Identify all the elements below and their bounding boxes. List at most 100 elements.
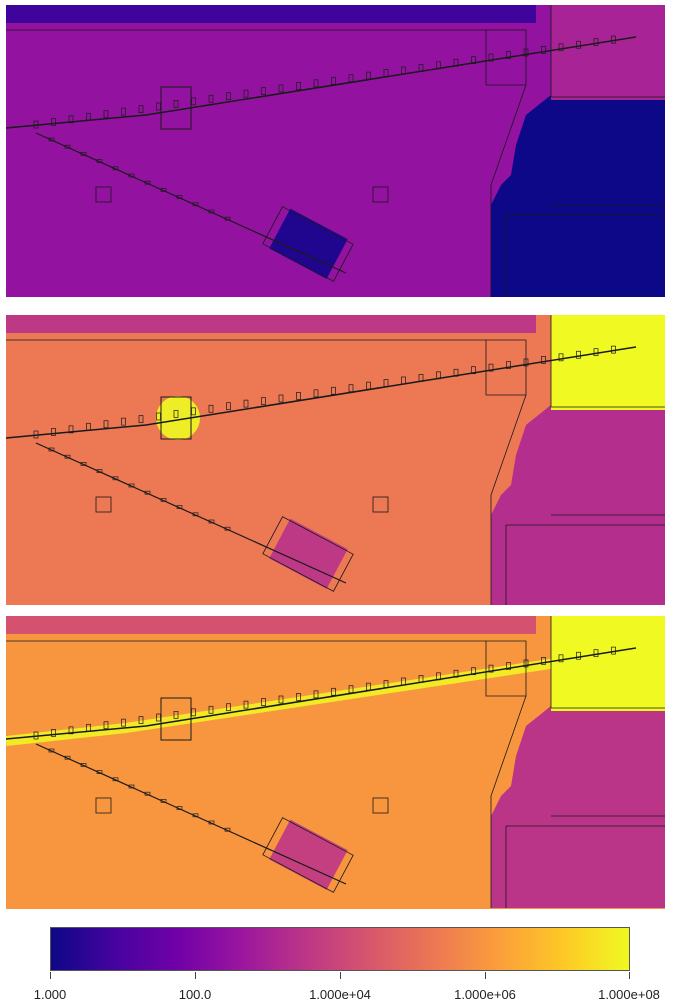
beamline-component [64,755,71,760]
beamline-component [224,827,231,832]
beamline-component [112,476,119,481]
geometry-marker [95,797,112,814]
colorbar-tick-label: 1.000 [33,987,67,1002]
beamline-component [51,729,56,737]
beamline-lower [35,743,347,885]
beamline-component [121,107,126,116]
heatmap-beam-dump [269,208,348,279]
beamline-component [453,669,459,678]
beamline-component [128,173,135,178]
beamline-component [208,94,214,103]
heatmap-panel-3 [6,616,665,909]
beamline-component [160,799,167,803]
beamline-component [226,92,231,101]
geometry-marker [95,496,112,513]
beamline-component [48,137,55,142]
geometry-outline [550,5,665,98]
beamline-component [611,646,616,655]
beamline-component [51,118,56,126]
beamline-component [418,374,424,382]
beamline-component [68,115,74,124]
heatmap-top-right-room [551,315,665,410]
beamline-component [208,705,214,714]
geometry-marker [95,186,112,203]
beamline-component [243,399,249,408]
beamline-component [86,112,91,121]
beamline-upper [6,36,637,129]
beamline-component [261,698,266,706]
beamline-upper [6,346,637,439]
beamline-component [558,43,564,52]
target-station [160,86,192,130]
beamline-component [176,505,183,509]
beamline-component [401,677,406,686]
beamline-component [611,345,616,354]
beamline-component [208,519,215,524]
heatmap-top-wall [6,616,536,634]
beamline-component [401,376,406,385]
beamline-component [436,371,441,380]
beamline-component [51,428,56,436]
beamline-component [506,361,511,369]
heatmap-panel-2 [6,315,665,605]
beamline-component [348,74,354,83]
beamline-component [103,420,109,429]
beamline-component [331,687,336,696]
beamline-component [418,64,424,72]
beamline-component [176,195,183,199]
heatmap-panel-1 [6,5,665,297]
beamline-component [68,726,74,735]
beamline-component [173,711,179,719]
heatmap-hotspot [156,396,200,440]
beamline-component [144,490,151,495]
target-station [160,396,192,440]
beamline-component [471,667,476,676]
colorbar-tick [340,972,341,979]
beamline-component [558,353,564,362]
colorbar-tick [629,972,630,979]
beamline-component [348,384,354,393]
heatmap-beam-dump [269,819,348,890]
heatmap-beam-dump [269,518,348,589]
beamline-component [366,682,371,691]
beamline-component [208,820,215,825]
beamline-upper [6,647,637,740]
beamline-component [226,703,231,712]
beamline-component [366,71,371,80]
beamline-component [418,675,424,683]
beamline-component [173,100,179,108]
beamline-component [506,662,511,670]
beamline-component [436,672,441,681]
beamline-component [576,350,581,359]
beamline-component [96,770,103,774]
beamline-component [296,392,301,400]
beamline-component [138,105,144,113]
beamline-component [80,763,87,767]
beamline-component [33,430,39,439]
beamline-component [208,209,215,214]
heatmap-top-wall [6,5,536,23]
beamline-component [64,454,71,459]
beamline-lower [35,132,347,274]
beamline-component [541,356,546,364]
beamline-component [48,748,55,753]
beamline-component [453,58,459,67]
geometry-marker [372,186,389,203]
beamline-component [64,144,71,149]
colorbar-tick [485,972,486,979]
beamline-component [523,358,529,367]
beamline-component [128,483,135,488]
beam-dump-outline [262,206,354,282]
beamline-component [144,791,151,796]
geometry-marker [372,496,389,513]
beamline-component [611,35,616,44]
beamline-component [243,700,249,709]
beamline-component [160,188,167,192]
beamline-component [383,69,389,77]
beamline-component [383,379,389,387]
colorbar-tick [195,972,196,979]
beamline-component [86,422,91,431]
beamline-component [593,649,599,658]
beamline-component [523,659,529,668]
geometry-outline [490,695,527,797]
